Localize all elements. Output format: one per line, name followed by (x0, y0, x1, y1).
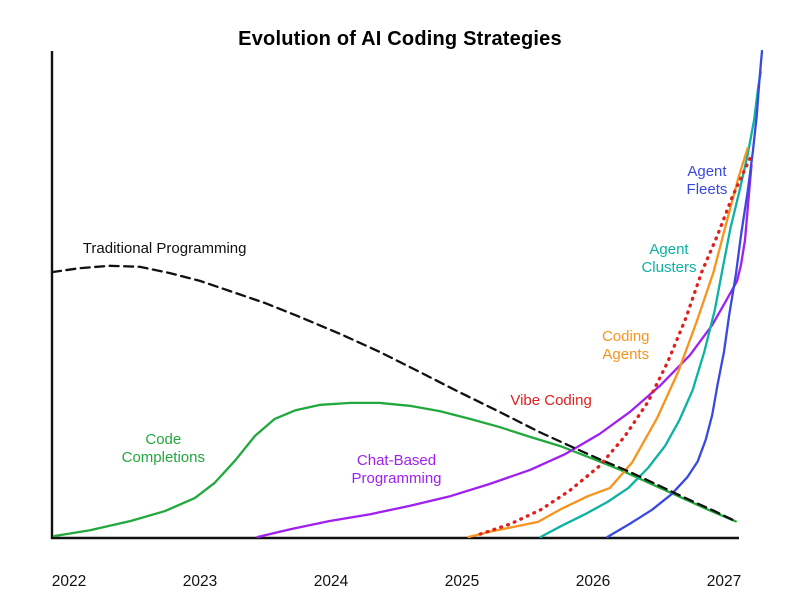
series-label-vibe-coding: Vibe Coding (510, 392, 591, 409)
series-line-vibe-coding (478, 156, 752, 536)
series-line-agent-clusters (539, 70, 762, 539)
series-line-agent-fleets (606, 49, 764, 539)
x-tick-label-2022: 2022 (52, 573, 86, 590)
series-label-agent-clusters: Agent Clusters (641, 241, 696, 276)
series-line-chat-based-programming (256, 164, 753, 539)
series-label-agent-fleets: Agent Fleets (687, 163, 728, 198)
series-label-coding-agents: Coding Agents (602, 328, 650, 363)
axis-lines (50, 51, 739, 540)
series-label-code-completions: Code Completions (122, 431, 205, 466)
series-label-traditional-programming: Traditional Programming (83, 240, 247, 257)
series-line-coding-agents (467, 147, 749, 539)
x-tick-label-2025: 2025 (445, 573, 479, 590)
series-label-chat-based-programming: Chat-Based Programming (351, 452, 441, 487)
series-line-code-completions (53, 401, 737, 538)
x-tick-label-2027: 2027 (707, 573, 741, 590)
series-line-traditional-programming (50, 264, 737, 523)
x-tick-label-2023: 2023 (183, 573, 217, 590)
x-tick-label-2024: 2024 (314, 573, 349, 590)
chart-title: Evolution of AI Coding Strategies (238, 28, 562, 50)
x-tick-label-2026: 2026 (576, 573, 610, 590)
